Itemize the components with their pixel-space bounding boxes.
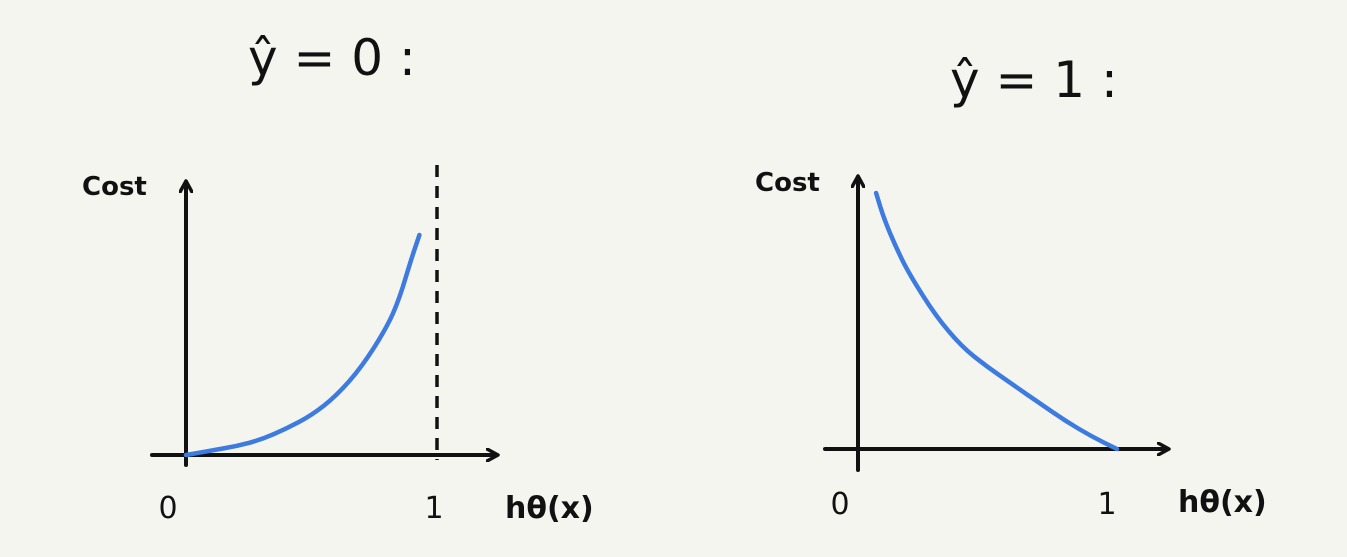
chart-1-cost-curve bbox=[183, 232, 422, 458]
chart-1-title: ŷ = 0 : bbox=[248, 29, 416, 87]
chart-1: ŷ = 0 : Cost hθ(x) 0 1 bbox=[82, 29, 594, 526]
chart-2-tick-1: 1 bbox=[1097, 487, 1116, 522]
chart-2-xlabel: hθ(x) bbox=[1178, 485, 1267, 520]
chart-2: ŷ = 1 : Cost hθ(x) 0 1 bbox=[755, 51, 1267, 522]
chart-2-tick-0: 0 bbox=[830, 487, 849, 522]
chart-2-title: ŷ = 1 : bbox=[950, 51, 1118, 109]
chart-1-xlabel: hθ(x) bbox=[505, 491, 594, 526]
chart-1-tick-1: 1 bbox=[424, 491, 443, 526]
chart-1-ylabel: Cost bbox=[82, 172, 147, 202]
chart-2-cost-curve bbox=[873, 190, 1120, 452]
chart-1-tick-0: 0 bbox=[158, 491, 177, 526]
chart-2-ylabel: Cost bbox=[755, 168, 820, 198]
